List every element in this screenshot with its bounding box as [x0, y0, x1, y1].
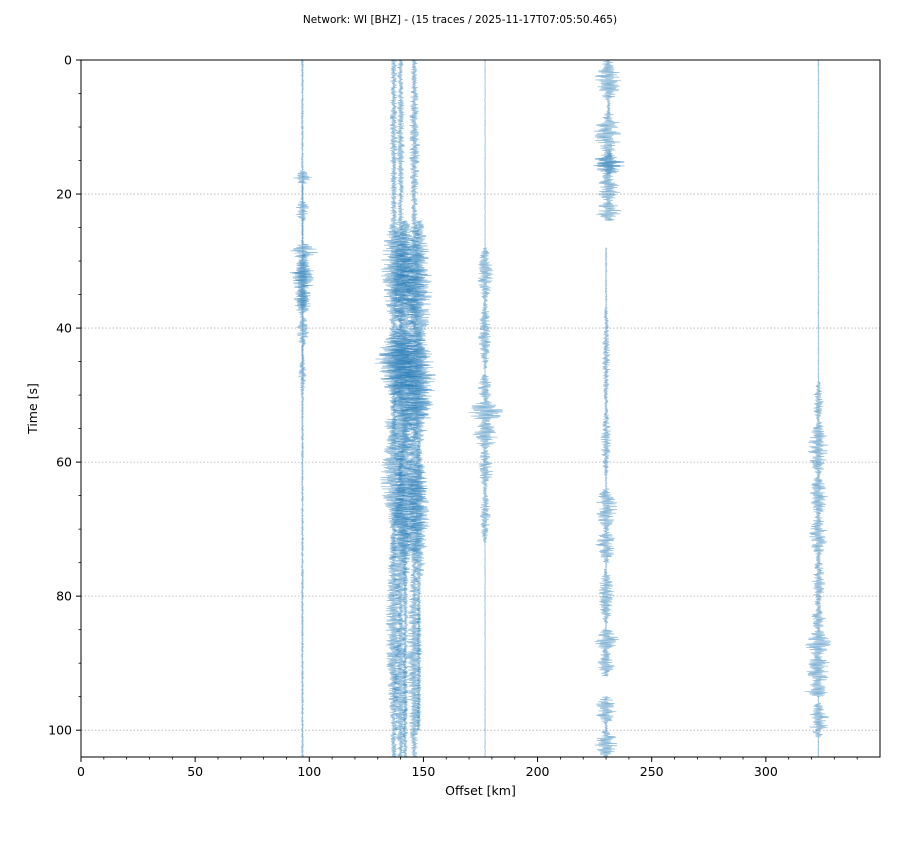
- trace-waveform: [594, 247, 619, 677]
- trace-waveform: [374, 59, 413, 757]
- x-axis: 0 50 100 150 200 250 300: [77, 757, 858, 779]
- trace-waveform: [293, 173, 314, 382]
- seismic-trace: [468, 59, 503, 757]
- x-tick-label: 50: [187, 764, 203, 779]
- trace-waveform: [593, 59, 625, 221]
- trace-waveform: [403, 220, 435, 731]
- y-axis: 0 20 40 60 80 100: [48, 53, 81, 738]
- plot-frame: [80, 59, 881, 758]
- trace-waveform: [594, 696, 618, 757]
- chart-title: Network: WI [BHZ] - (15 traces / 2025-11…: [303, 14, 617, 26]
- y-tick-label: 60: [56, 455, 72, 470]
- seismic-trace: [594, 247, 619, 677]
- y-tick-label: 100: [48, 723, 72, 738]
- seismic-trace: [804, 59, 832, 757]
- trace-layer: [289, 59, 832, 758]
- seismic-trace: [593, 59, 625, 221]
- seismic-trace: [289, 59, 319, 757]
- x-tick-label: 200: [526, 764, 550, 779]
- trace-waveform: [380, 59, 421, 757]
- trace-waveform: [468, 59, 503, 757]
- x-tick-label: 150: [411, 764, 435, 779]
- x-tick-label: 100: [297, 764, 321, 779]
- y-tick-label: 80: [56, 589, 72, 604]
- x-axis-label: Offset [km]: [445, 783, 516, 798]
- seismic-trace: [374, 59, 413, 757]
- gridlines: [81, 193, 880, 731]
- seismic-trace: [596, 150, 621, 175]
- y-tick-label: 20: [56, 187, 72, 202]
- x-tick-label: 0: [77, 764, 85, 779]
- y-tick-label: 0: [64, 53, 72, 68]
- y-tick-label: 40: [56, 321, 72, 336]
- trace-waveform: [596, 150, 621, 175]
- seismic-trace: [594, 696, 618, 757]
- seismic-trace: [403, 220, 435, 731]
- x-tick-label: 250: [640, 764, 664, 779]
- trace-waveform: [804, 59, 832, 757]
- x-tick-label: 300: [754, 764, 778, 779]
- seismic-trace: [293, 173, 314, 382]
- y-axis-label: Time [s]: [25, 383, 40, 435]
- seismic-trace: [380, 59, 421, 757]
- trace-waveform: [289, 59, 319, 757]
